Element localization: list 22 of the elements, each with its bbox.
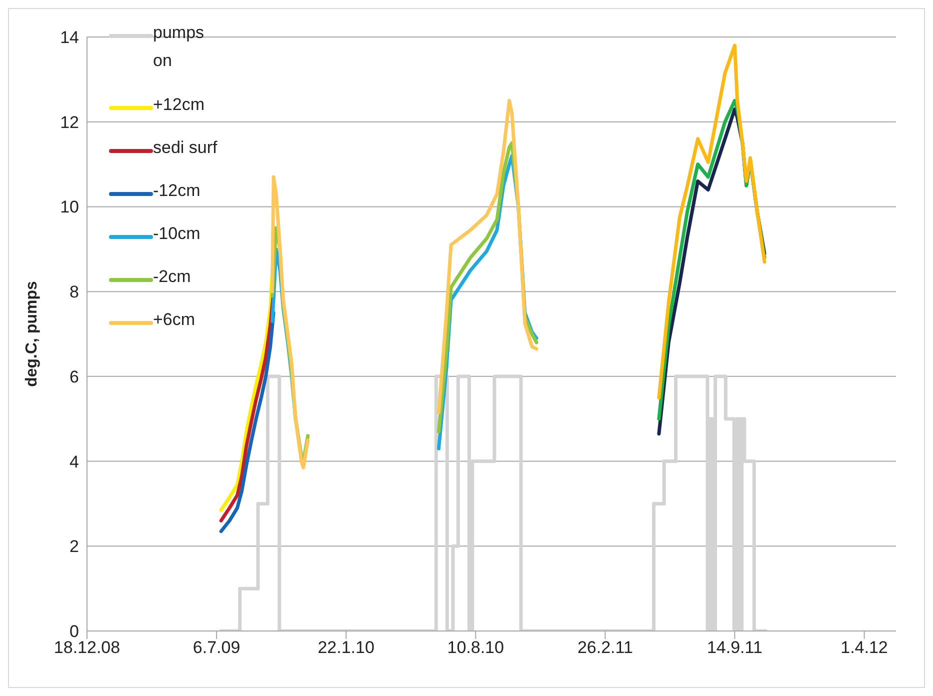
y-tick-label: 8 <box>70 282 79 302</box>
line-series <box>657 44 766 400</box>
legend-label: -10cm <box>153 223 200 245</box>
x-tick-label: 1.4.12 <box>840 638 888 658</box>
x-tick-label: 22.1.10 <box>318 638 374 658</box>
legend-label: sedi surf <box>153 137 218 159</box>
legend-label: -12cm <box>153 180 200 202</box>
y-tick-label: 6 <box>70 367 79 386</box>
y-tick-label: 12 <box>60 112 79 132</box>
legend-label: pumps on <box>153 22 206 72</box>
legend-label: +6cm <box>153 309 196 331</box>
y-axis-title: deg.C, pumps <box>24 281 41 387</box>
x-tick-label: 26.2.11 <box>577 638 633 658</box>
x-tick-label: 14.9.11 <box>706 638 762 658</box>
legend-label: -2cm <box>153 266 191 288</box>
y-tick-label: 2 <box>70 537 79 556</box>
x-tick-label: 6.7.09 <box>192 638 240 658</box>
y-tick-label: 10 <box>60 198 79 217</box>
x-tick-label: 10.8.10 <box>447 638 504 658</box>
legend-label: +12cm <box>153 94 204 116</box>
y-tick-label: 4 <box>70 452 79 472</box>
y-tick-label: 14 <box>60 28 79 48</box>
